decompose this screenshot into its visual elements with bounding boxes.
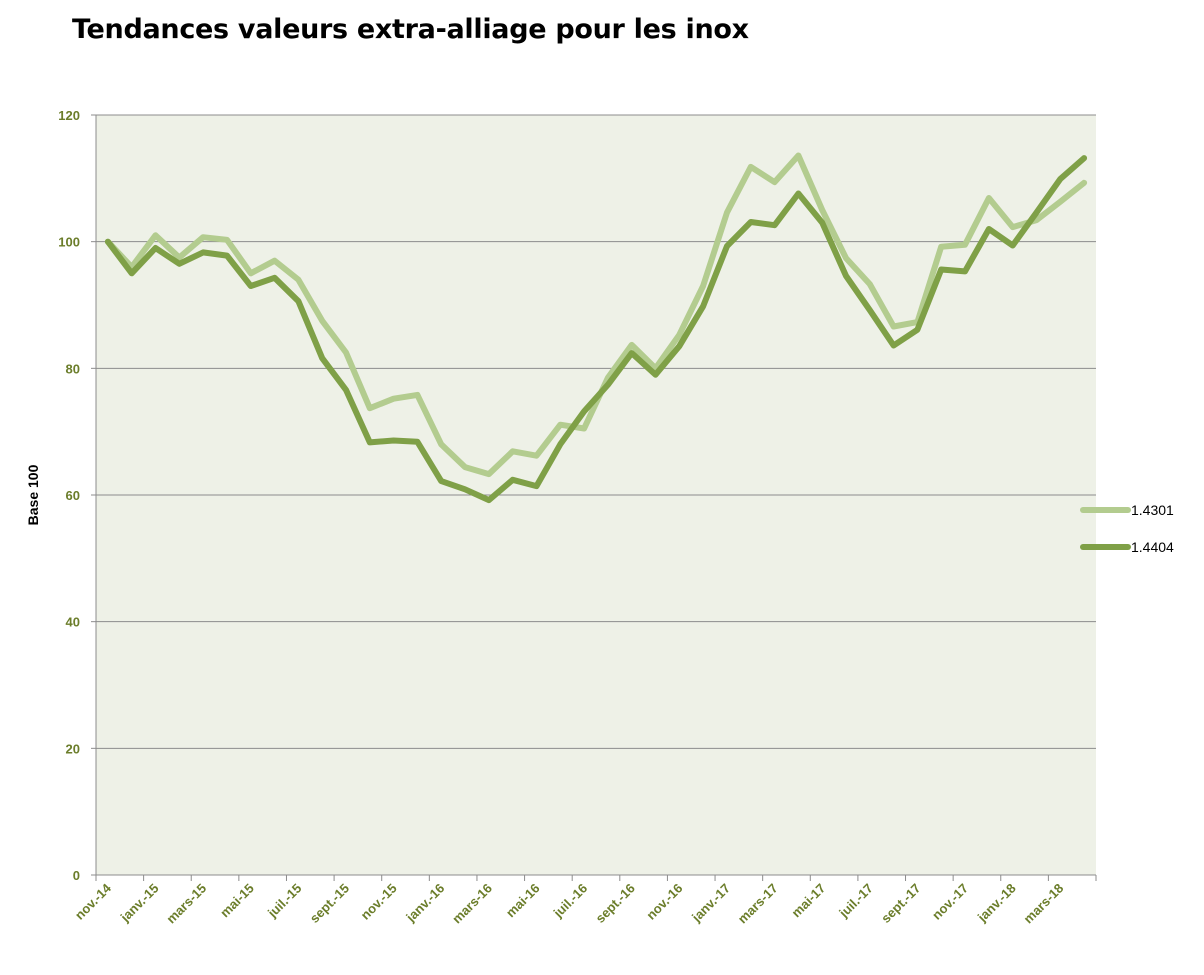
series-lines xyxy=(104,152,1088,504)
x-tick-label: mars-18 xyxy=(1021,881,1067,927)
x-tick-label: mars-17 xyxy=(735,881,781,927)
y-axis-label: Base 100 xyxy=(25,464,41,525)
y-axis-ticks: 0 20 40 60 80 100 120 xyxy=(58,108,96,883)
x-tick-label: mars-16 xyxy=(449,881,495,927)
x-tick-label: janv.-15 xyxy=(117,881,162,926)
legend-label: 1.4301 xyxy=(1131,502,1174,518)
x-tick-label: janv.-17 xyxy=(688,881,733,926)
gridlines xyxy=(96,114,1096,749)
legend-item: 1.4404 xyxy=(1080,539,1174,555)
x-tick-label: nov.-15 xyxy=(358,881,400,923)
x-tick-label: nov.-14 xyxy=(72,880,115,923)
x-tick-label: juil.-17 xyxy=(835,881,875,921)
x-tick-label: juil.-16 xyxy=(550,881,590,921)
y-tick-label: 0 xyxy=(73,868,80,883)
y-tick-label: 40 xyxy=(66,615,80,630)
legend-item: 1.4301 xyxy=(1080,502,1174,518)
y-tick-label: 120 xyxy=(58,108,80,123)
series-line-2 xyxy=(104,155,1088,504)
legend-label: 1.4404 xyxy=(1131,539,1174,555)
x-tick-label: juil.-15 xyxy=(264,881,304,921)
x-tick-label: sept.-16 xyxy=(592,881,637,926)
y-tick-label: 100 xyxy=(58,235,80,250)
x-tick-label: mai-15 xyxy=(217,881,257,921)
x-tick-label: mai-17 xyxy=(789,881,829,921)
y-tick-label: 80 xyxy=(66,361,80,376)
legend: 1.4301 1.4404 xyxy=(1080,502,1174,555)
x-tick-label: sept.-17 xyxy=(878,881,923,926)
x-tick-label: mars-15 xyxy=(163,881,209,927)
x-tick-label: janv.-16 xyxy=(402,881,447,926)
y-tick-label: 60 xyxy=(66,488,80,503)
x-tick-label: nov.-17 xyxy=(929,881,971,923)
x-axis-ticks: nov.-14 janv.-15 mars-15 mai-15 juil.-15 sept… xyxy=(72,875,1097,927)
series-line-1 xyxy=(104,152,1088,478)
x-tick-label: janv.-18 xyxy=(974,881,1019,926)
x-tick-label: nov.-16 xyxy=(643,881,685,923)
x-tick-label: mai-16 xyxy=(503,881,543,921)
x-tick-label: sept.-15 xyxy=(307,881,352,926)
chart-title: Tendances valeurs extra-alliage pour les… xyxy=(72,14,749,45)
y-tick-label: 20 xyxy=(66,741,80,756)
